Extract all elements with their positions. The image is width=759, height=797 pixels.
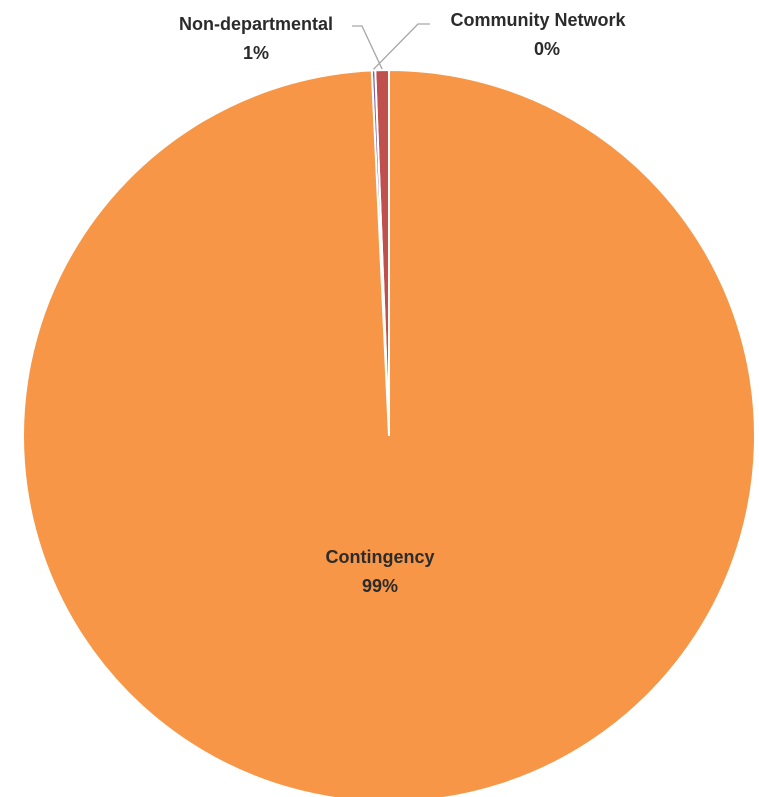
leader-line-community-network <box>373 23 430 70</box>
label-non-departmental-percent: 1% <box>243 43 269 63</box>
leader-lines <box>352 23 430 70</box>
label-contingency-name: Contingency <box>325 547 434 567</box>
label-community-network-percent: 0% <box>534 39 560 59</box>
pie-slice-contingency <box>22 68 756 797</box>
pie-slices <box>22 68 756 797</box>
label-non-departmental-name: Non-departmental <box>179 14 333 34</box>
leader-line-non-departmental <box>352 25 383 70</box>
label-community-network-name: Community Network <box>450 10 626 30</box>
label-contingency-percent: 99% <box>362 576 398 596</box>
